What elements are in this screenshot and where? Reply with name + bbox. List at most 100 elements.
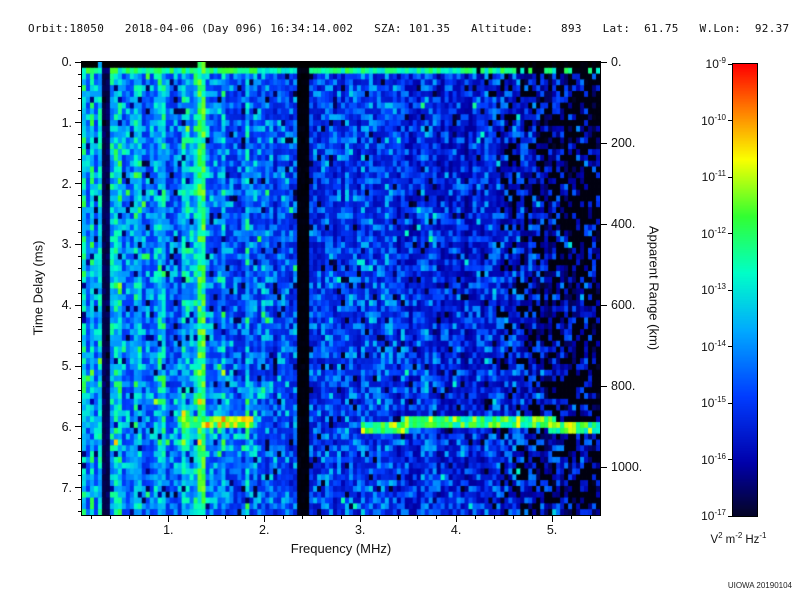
y-right-tick-label: 400.	[611, 217, 636, 232]
colorbar	[732, 63, 758, 517]
x-tick	[551, 516, 553, 522]
unit-part: V2	[710, 531, 723, 546]
y-left-tick-label: 2.	[61, 176, 72, 191]
x-minor-tick	[148, 516, 150, 519]
y-left-minor-tick	[78, 377, 81, 379]
colorbar-tick-label: 10-10	[701, 112, 726, 128]
y-left-tick-label: 6.	[61, 419, 72, 434]
credit-text: UIOWA 20190104	[727, 581, 792, 590]
y-left-minor-tick	[78, 414, 81, 416]
y-left-minor-tick	[78, 341, 81, 343]
y-right-tick-label: 800.	[611, 379, 636, 394]
y-left-tick	[75, 183, 81, 185]
x-tick	[263, 516, 265, 522]
x-minor-tick	[570, 516, 572, 519]
colorbar-tick	[728, 233, 732, 234]
y-left-minor-tick	[78, 316, 81, 318]
x-minor-tick	[206, 516, 208, 519]
y-right-tick-label: 600.	[611, 298, 636, 313]
y-axis-label-left: Time Delay (ms)	[30, 240, 46, 336]
y-left-minor-tick	[78, 438, 81, 440]
y-left-minor-tick	[78, 195, 81, 197]
y-left-minor-tick	[78, 292, 81, 294]
y-left-minor-tick	[78, 353, 81, 355]
x-minor-tick	[110, 516, 112, 519]
colorbar-tick-label: 10-11	[701, 169, 726, 185]
x-minor-tick	[398, 516, 400, 519]
header-info: Orbit:18050 2018-04-06 (Day 096) 16:34:1…	[28, 22, 790, 35]
y-left-minor-tick	[78, 280, 81, 282]
y-left-minor-tick	[78, 474, 81, 476]
y-left-minor-tick	[78, 462, 81, 464]
y-right-tick	[601, 223, 607, 225]
y-left-minor-tick	[78, 134, 81, 136]
y-left-minor-tick	[78, 207, 81, 209]
y-left-tick	[75, 426, 81, 428]
y-left-tick-label: 7.	[61, 480, 72, 495]
y-left-minor-tick	[78, 97, 81, 99]
x-minor-tick	[129, 516, 131, 519]
y-left-tick-label: 5.	[61, 359, 72, 374]
x-minor-tick	[513, 516, 515, 519]
y-left-minor-tick	[78, 256, 81, 258]
y-left-tick	[75, 304, 81, 306]
colorbar-tick	[728, 120, 732, 121]
x-minor-tick	[493, 516, 495, 519]
y-left-tick-label: 3.	[61, 237, 72, 252]
y-right-tick	[601, 61, 607, 63]
colorbar-tick-label: 10-17	[701, 508, 726, 524]
y-left-minor-tick	[78, 85, 81, 87]
x-minor-tick	[589, 516, 591, 519]
y-left-minor-tick	[78, 170, 81, 172]
colorbar-tick	[728, 176, 732, 178]
y-left-minor-tick	[78, 499, 81, 501]
spectrogram-canvas	[82, 62, 600, 515]
x-minor-tick	[417, 516, 419, 519]
x-minor-tick	[282, 516, 284, 519]
colorbar-unit-label: V2 m-2 Hz-1	[688, 531, 792, 546]
colorbar-tick-label: 10-14	[701, 338, 726, 354]
colorbar-tick	[728, 63, 732, 65]
y-left-tick	[75, 61, 81, 63]
y-left-minor-tick	[78, 146, 81, 148]
x-minor-tick	[302, 516, 304, 519]
x-tick-label: 1.	[163, 523, 174, 537]
y-axis-label-right: Apparent Range (km)	[646, 225, 662, 351]
y-left-tick	[75, 487, 81, 489]
colorbar-tick-label: 10-16	[701, 451, 726, 467]
y-left-minor-tick	[78, 389, 81, 391]
y-left-tick	[75, 365, 81, 367]
colorbar-tick	[728, 515, 732, 517]
x-minor-tick	[532, 516, 534, 519]
y-right-tick	[601, 466, 607, 468]
x-tick-label: 5.	[546, 523, 558, 537]
x-minor-tick	[474, 516, 476, 519]
y-left-minor-tick	[78, 231, 81, 233]
spectrogram-plot	[81, 61, 601, 516]
x-minor-tick	[436, 516, 438, 519]
x-minor-tick	[378, 516, 380, 519]
y-left-minor-tick	[78, 511, 81, 513]
colorbar-tick	[728, 289, 732, 291]
y-left-tick-label: 4.	[61, 298, 72, 313]
x-minor-tick	[91, 516, 93, 519]
y-right-tick-label: 1000.	[611, 460, 643, 475]
y-right-tick	[601, 385, 607, 387]
y-left-tick-label: 0.	[61, 55, 72, 69]
colorbar-canvas	[733, 64, 757, 516]
x-tick	[167, 516, 169, 522]
unit-part: Hz-1	[745, 531, 767, 546]
colorbar-tick-label: 10-12	[701, 225, 726, 241]
y-left-minor-tick	[78, 268, 81, 270]
x-minor-tick	[340, 516, 342, 519]
colorbar-tick-label: 10-13	[701, 282, 726, 298]
unit-part: m-2	[725, 531, 743, 546]
colorbar-tick	[728, 459, 732, 460]
y-left-minor-tick	[78, 450, 81, 452]
x-minor-tick	[187, 516, 189, 519]
x-tick	[455, 516, 457, 522]
x-axis-label: Frequency (MHz)	[290, 541, 392, 556]
x-tick-label: 2.	[259, 523, 270, 537]
colorbar-tick-label: 10-15	[701, 395, 726, 411]
